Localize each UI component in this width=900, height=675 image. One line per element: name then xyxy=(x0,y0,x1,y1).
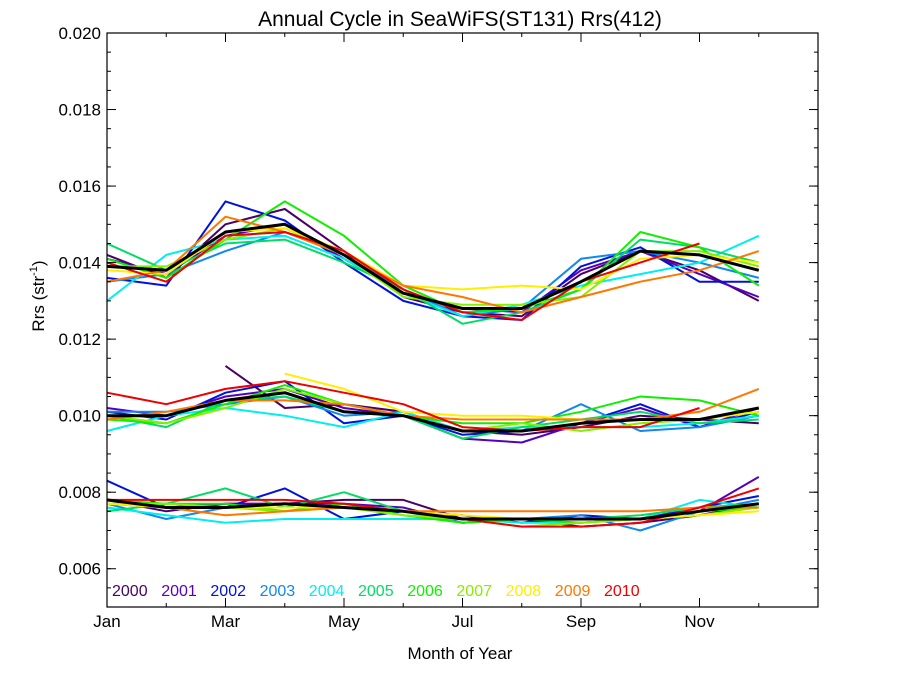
legend-entry-2005: 2005 xyxy=(358,583,394,600)
legend-entry-2006: 2006 xyxy=(407,583,443,600)
axes: 0.006 0.008 0.010 0.012 0.014 0.016 0.018 0.020… xyxy=(58,24,819,631)
legend: 2000 2001 2002 2003 2004 2005 2006 2007 2008 2009… xyxy=(112,583,640,600)
series-line-2009-lower xyxy=(106,498,759,517)
series-lines xyxy=(106,200,760,532)
x-tick-label: Nov xyxy=(684,612,715,631)
x-tick-label: May xyxy=(328,612,361,631)
series-line-2002-middle xyxy=(106,380,760,436)
y-tick-label: 0.018 xyxy=(58,101,101,120)
series-line-2010-upper xyxy=(106,231,700,321)
legend-entry-2004: 2004 xyxy=(309,583,345,600)
x-tick-label: Mar xyxy=(211,612,241,631)
x-tick-label: Sep xyxy=(566,612,596,631)
mean-line-lower xyxy=(106,498,759,521)
series-line-2006-upper xyxy=(106,200,760,314)
y-tick-label: 0.014 xyxy=(58,254,101,273)
x-tick-label: Jan xyxy=(93,612,120,631)
series-line-2006-middle xyxy=(106,384,760,425)
y-tick-label: 0.008 xyxy=(58,483,101,502)
series-line-2005-upper xyxy=(106,238,760,325)
legend-entry-2001: 2001 xyxy=(161,583,197,600)
y-tick-label: 0.006 xyxy=(58,560,101,579)
y-tick-label: 0.020 xyxy=(58,24,101,43)
legend-entry-2002: 2002 xyxy=(210,583,246,600)
series-line-2007-upper xyxy=(107,227,760,306)
legend-entry-2009: 2009 xyxy=(555,583,591,600)
y-tick-label: 0.012 xyxy=(58,330,101,349)
legend-entry-2007: 2007 xyxy=(456,583,492,600)
y-axis-label-main: Rrs (str xyxy=(29,276,48,332)
legend-entry-2010: 2010 xyxy=(604,583,640,600)
legend-entry-2003: 2003 xyxy=(260,583,296,600)
series-line-2004-upper xyxy=(106,234,760,318)
legend-entry-2000: 2000 xyxy=(112,583,148,600)
x-axis-label: Month of Year xyxy=(408,644,513,663)
series-line-2004-middle xyxy=(106,407,759,432)
mean-line-upper xyxy=(106,222,760,310)
chart-title: Annual Cycle in SeaWiFS(ST131) Rrs(412) xyxy=(258,8,662,31)
series-line-2005-middle xyxy=(106,395,759,440)
mean-line-middle xyxy=(107,391,760,433)
series-line-2010-middle xyxy=(106,380,700,432)
legend-entry-2008: 2008 xyxy=(506,583,542,600)
y-axis-label-tail: ) xyxy=(29,260,48,266)
y-tick-label: 0.010 xyxy=(58,407,101,426)
y-axis-label-sup: -1 xyxy=(28,266,40,276)
series-line-2009-upper xyxy=(106,215,760,314)
y-tick-label: 0.016 xyxy=(58,177,101,196)
y-axis-label: Rrs (str-1) xyxy=(28,260,48,331)
x-tick-label: Jul xyxy=(452,612,474,631)
